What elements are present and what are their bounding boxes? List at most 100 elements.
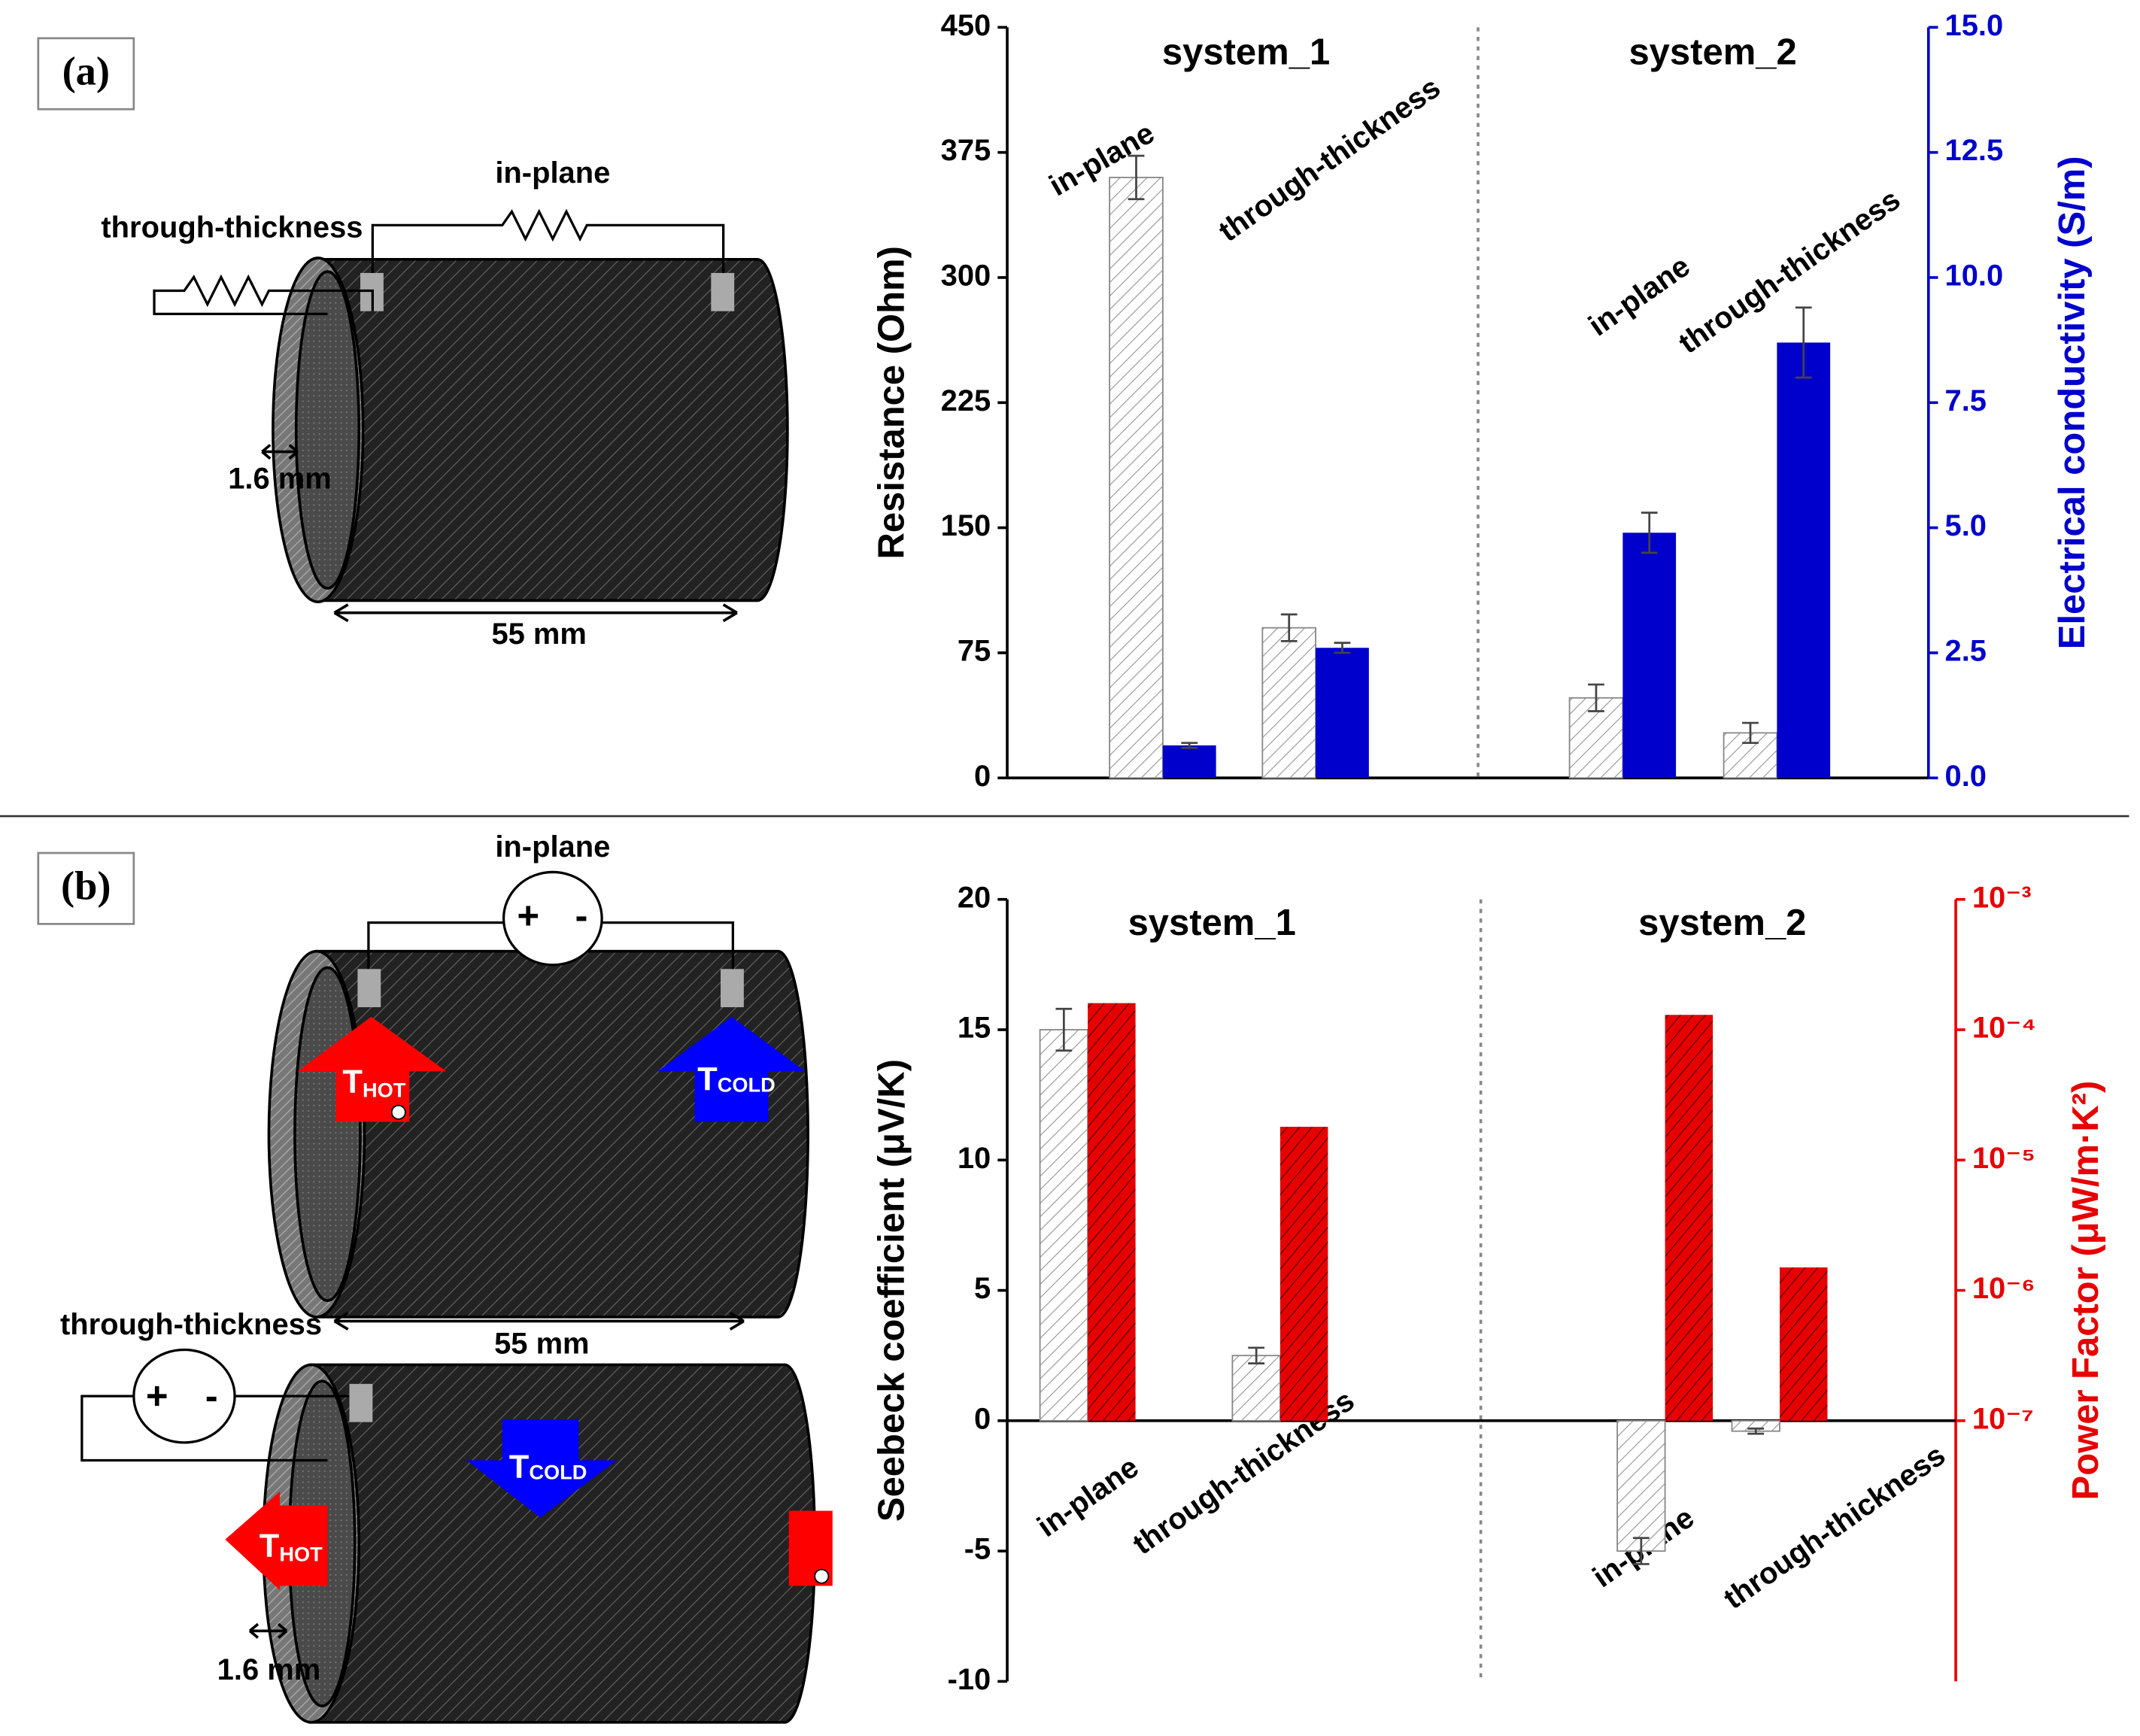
group-label: system_1	[1128, 903, 1296, 943]
length-label: 55 mm	[494, 1328, 589, 1361]
bar	[1162, 745, 1216, 778]
wire	[153, 274, 374, 315]
cold-t: T	[697, 1061, 718, 1097]
y2-tick-label: 5.0	[1945, 509, 1987, 542]
sensor	[390, 1104, 406, 1120]
group-label: system_1	[1162, 32, 1330, 73]
y2-tick-label: 15.0	[1945, 9, 2004, 42]
cold-label: TCOLD	[509, 1449, 587, 1485]
error-bar	[1747, 1427, 1765, 1435]
y-tick-label: 5	[974, 1272, 991, 1305]
y-axis-label: Seebeck coefficient (μV/K)	[871, 1059, 912, 1522]
error-bar	[1280, 613, 1298, 642]
bar	[1279, 1127, 1328, 1421]
category-label: through-thickness	[1213, 71, 1446, 248]
error-bar	[1181, 742, 1198, 749]
thickness-label: 1.6 mm	[228, 462, 332, 495]
y-tick-label: 375	[941, 134, 991, 167]
category-label: in-plane	[1031, 1450, 1145, 1543]
bar	[1261, 627, 1317, 779]
bar	[1665, 1015, 1714, 1421]
y2-axis-label: Electrical conductivity (S/m)	[2052, 156, 2093, 649]
sensor	[814, 1568, 830, 1584]
panel-box	[37, 851, 135, 925]
length-label: 55 mm	[491, 618, 586, 651]
cold-label: TCOLD	[697, 1061, 776, 1097]
y-tick-label: 20	[958, 881, 991, 914]
group-label: system_2	[1638, 903, 1806, 943]
error-bar	[1641, 511, 1658, 554]
y-tick-label: 15	[958, 1012, 991, 1045]
diagram-a: (a) in-plane through-thickness 1.6 mm 55…	[37, 37, 789, 651]
hot-label: THOT	[342, 1064, 405, 1102]
bar	[1316, 648, 1369, 778]
hot-sub: HOT	[363, 1079, 406, 1102]
diagram-b: (b) + - in-plane THOT TCOLD 55 mm throug…	[37, 830, 833, 1724]
bar	[1779, 1267, 1828, 1421]
error-bar	[1795, 306, 1812, 379]
minus-sign: -	[205, 1374, 218, 1417]
plus-sign: +	[146, 1374, 168, 1417]
error-bar	[1588, 683, 1604, 712]
bar	[1622, 533, 1677, 778]
hot-arrow	[225, 1492, 328, 1590]
y-tick-label: 300	[941, 259, 991, 293]
y-tick-label: 150	[941, 509, 991, 542]
dimension-arrow	[248, 1622, 288, 1639]
error-bar	[1055, 1007, 1073, 1052]
y2-tick-label: 10⁻⁴	[1972, 1012, 2036, 1045]
thickness-label: 1.6 mm	[217, 1653, 321, 1686]
cold-arrow	[466, 1419, 618, 1518]
y-axis-label: Resistance (Ohm)	[871, 246, 912, 559]
y2-tick-label: 10⁻³	[1972, 881, 2032, 914]
wire	[80, 1395, 350, 1462]
y2-tick-label: 12.5	[1945, 134, 2004, 167]
y2-tick-label: 7.5	[1945, 384, 1987, 417]
error-bar	[1742, 721, 1759, 745]
cold-t: T	[509, 1449, 530, 1485]
wire	[367, 921, 734, 970]
panel-label: (b)	[61, 863, 111, 909]
dimension-arrow	[333, 1311, 745, 1331]
y-tick-label: -10	[948, 1663, 991, 1696]
voltmeter	[502, 870, 603, 967]
cold-sub: COLD	[718, 1073, 776, 1096]
electrode	[711, 272, 735, 311]
y2-tick-label: 10⁻⁶	[1972, 1272, 2035, 1305]
y-tick-label: 0	[974, 1402, 991, 1435]
y-tick-label: 0	[974, 760, 991, 793]
cold-sub: COLD	[529, 1461, 587, 1484]
bar	[1616, 1419, 1666, 1552]
hot-t: T	[260, 1528, 280, 1564]
y-tick-label: -5	[964, 1533, 991, 1566]
plus-sign: +	[517, 894, 539, 937]
error-bar	[1128, 154, 1145, 201]
category-label: through-thickness	[1718, 1438, 1951, 1616]
y2-tick-label: 10.0	[1945, 259, 2004, 293]
group-label: system_2	[1629, 32, 1796, 73]
error-bar	[1248, 1346, 1265, 1364]
error-bar	[1632, 1537, 1650, 1565]
hot-label: THOT	[260, 1528, 323, 1566]
hot-t: T	[342, 1064, 363, 1100]
y2-tick-label: 10⁻⁵	[1972, 1142, 2035, 1175]
hot-arrow	[297, 1016, 447, 1122]
y-tick-label: 225	[941, 384, 991, 417]
panel-label: (a)	[62, 47, 110, 93]
y2-tick-label: 2.5	[1945, 634, 1987, 667]
y-tick-label: 450	[941, 9, 991, 42]
bar	[1777, 342, 1831, 778]
y2-tick-label: 0.0	[1945, 760, 1987, 793]
electrode	[721, 969, 744, 1008]
y2-axis-label: Power Factor (μW/m·K²)	[2066, 1081, 2106, 1501]
electrode	[357, 969, 381, 1008]
cylinder-body	[316, 257, 789, 602]
y2-tick-label: 10⁻⁷	[1972, 1402, 2034, 1435]
bar	[1088, 1003, 1136, 1421]
y-tick-label: 75	[958, 634, 991, 667]
dimension-arrow	[261, 444, 299, 460]
minus-sign: -	[575, 894, 587, 937]
bar	[1109, 176, 1164, 779]
cylinder-body	[315, 949, 809, 1319]
wire	[371, 208, 725, 273]
